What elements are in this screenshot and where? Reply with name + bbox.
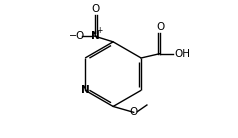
Text: +: + xyxy=(96,26,102,35)
Text: O: O xyxy=(75,31,84,41)
Text: O: O xyxy=(156,22,164,32)
Text: O: O xyxy=(91,4,100,14)
Text: −: − xyxy=(69,31,77,41)
Text: O: O xyxy=(129,107,138,117)
Text: N: N xyxy=(81,85,89,95)
Text: N: N xyxy=(91,31,100,41)
Text: OH: OH xyxy=(174,49,190,59)
